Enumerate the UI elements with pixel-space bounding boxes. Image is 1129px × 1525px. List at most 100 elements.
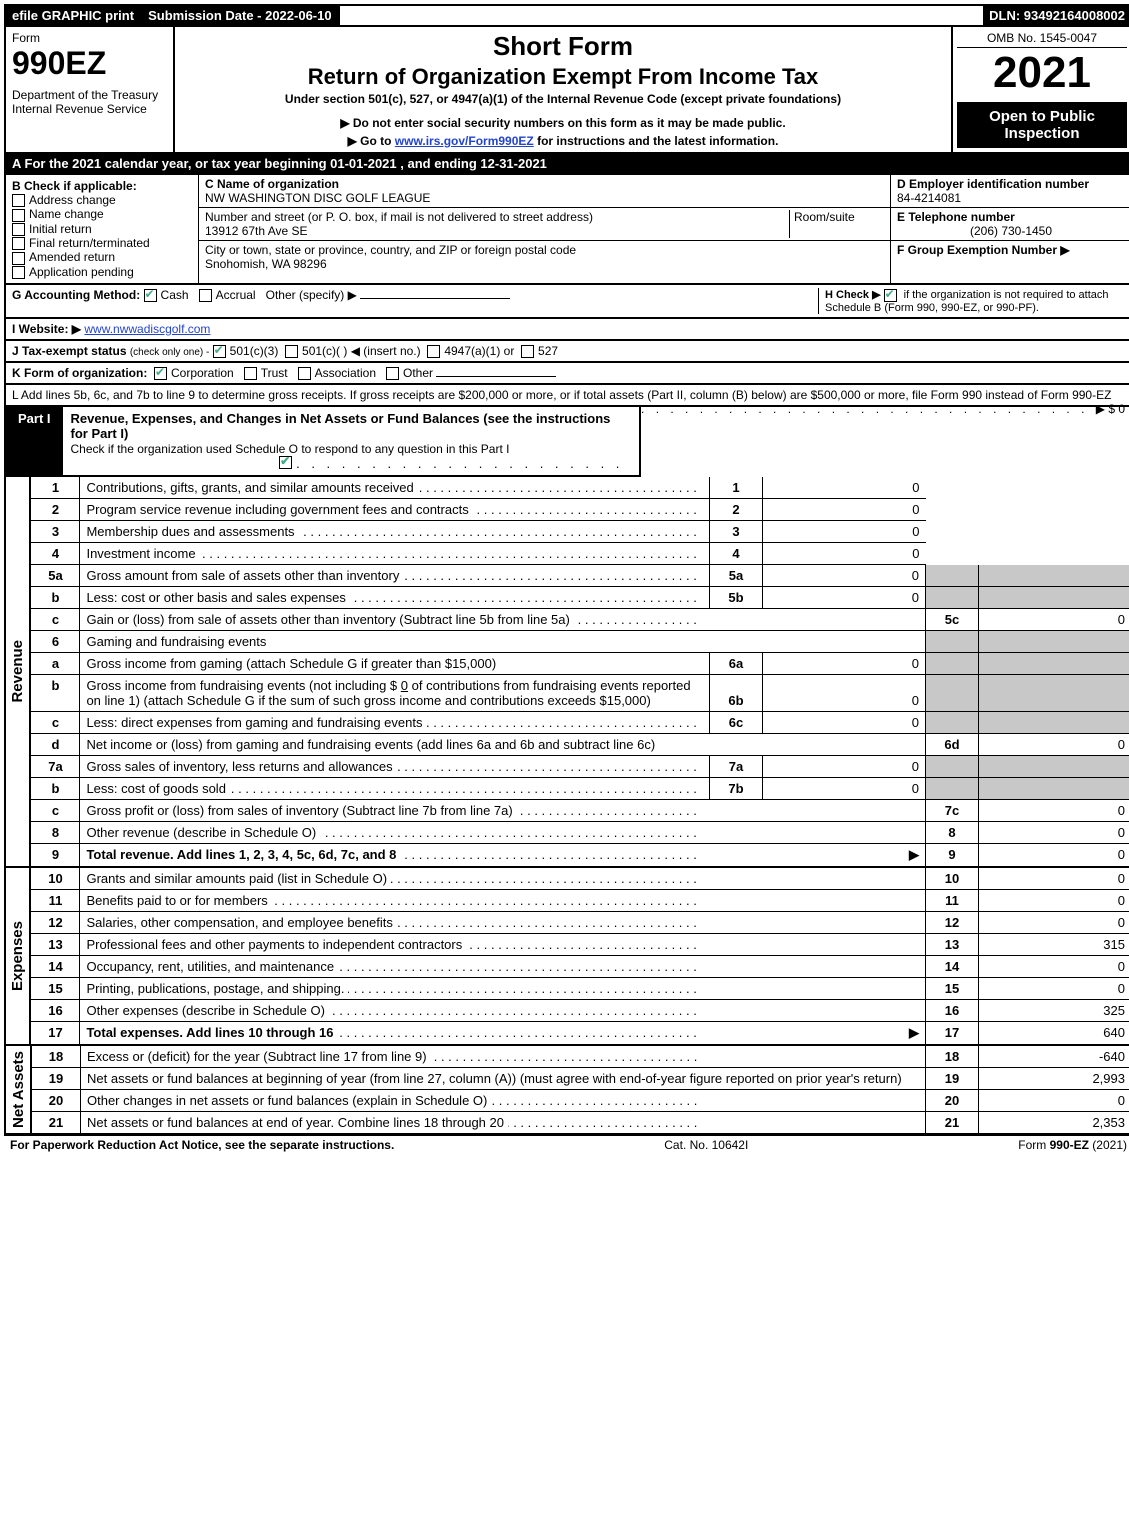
page-footer: For Paperwork Reduction Act Notice, see … bbox=[4, 1135, 1129, 1154]
line-11: 11Benefits paid to or for members110 bbox=[31, 890, 1129, 912]
box-b: B Check if applicable: Address change Na… bbox=[6, 175, 199, 283]
check-other-org[interactable] bbox=[386, 367, 399, 380]
row-gh: G Accounting Method: Cash Accrual Other … bbox=[4, 285, 1129, 319]
part1-tab: Part I bbox=[6, 407, 63, 475]
check-accrual[interactable] bbox=[199, 289, 212, 302]
line-6d: dNet income or (loss) from gaming and fu… bbox=[31, 734, 1129, 756]
check-501c3[interactable] bbox=[213, 345, 226, 358]
line-1: 1Contributions, gifts, grants, and simil… bbox=[31, 477, 1129, 499]
title-short-form: Short Form bbox=[183, 31, 943, 62]
box-b-label: B Check if applicable: bbox=[12, 179, 192, 193]
city: Snohomish, WA 98296 bbox=[205, 257, 884, 271]
line-7b: bLess: cost of goods sold7b0 bbox=[31, 778, 1129, 800]
header-right: OMB No. 1545-0047 2021 Open to Public In… bbox=[951, 27, 1129, 152]
check-schedule-o[interactable] bbox=[279, 456, 292, 469]
footer-mid: Cat. No. 10642I bbox=[664, 1138, 748, 1152]
expenses-section: Expenses 10Grants and similar amounts pa… bbox=[4, 868, 1129, 1046]
revenue-section: Revenue 1Contributions, gifts, grants, a… bbox=[4, 477, 1129, 868]
header-center: Short Form Return of Organization Exempt… bbox=[175, 27, 951, 152]
submission-date: Submission Date - 2022-06-10 bbox=[142, 6, 340, 25]
part1-title: Revenue, Expenses, and Changes in Net As… bbox=[63, 407, 640, 475]
footer-left: For Paperwork Reduction Act Notice, see … bbox=[10, 1138, 394, 1152]
line-10: 10Grants and similar amounts paid (list … bbox=[31, 868, 1129, 890]
row-k: K Form of organization: Corporation Trus… bbox=[4, 363, 1129, 385]
street-label: Number and street (or P. O. box, if mail… bbox=[205, 210, 789, 224]
line-15: 15Printing, publications, postage, and s… bbox=[31, 978, 1129, 1000]
check-amended-return[interactable] bbox=[12, 252, 25, 265]
form-number: 990EZ bbox=[12, 45, 167, 82]
row-i: I Website: ▶ www.nwwadiscgolf.com bbox=[4, 319, 1129, 341]
check-schedule-b[interactable] bbox=[884, 289, 897, 302]
row-l: L Add lines 5b, 6c, and 7b to line 9 to … bbox=[4, 385, 1129, 407]
line-18: 18Excess or (deficit) for the year (Subt… bbox=[32, 1046, 1129, 1068]
org-name-label: C Name of organization bbox=[205, 177, 884, 191]
phone-label: E Telephone number bbox=[897, 210, 1125, 224]
note-goto: ▶ Go to www.irs.gov/Form990EZ for instru… bbox=[183, 134, 943, 148]
check-527[interactable] bbox=[521, 345, 534, 358]
efile-label[interactable]: efile GRAPHIC print bbox=[6, 6, 142, 25]
check-initial-return[interactable] bbox=[12, 223, 25, 236]
irs-link[interactable]: www.irs.gov/Form990EZ bbox=[395, 134, 534, 148]
check-corporation[interactable] bbox=[154, 367, 167, 380]
expenses-table: 10Grants and similar amounts paid (list … bbox=[31, 868, 1129, 1044]
phone: (206) 730-1450 bbox=[897, 224, 1125, 238]
ein: 84-4214081 bbox=[897, 191, 1125, 205]
check-4947[interactable] bbox=[427, 345, 440, 358]
line-14: 14Occupancy, rent, utilities, and mainte… bbox=[31, 956, 1129, 978]
check-application-pending[interactable] bbox=[12, 266, 25, 279]
part1-header: Part I Revenue, Expenses, and Changes in… bbox=[4, 407, 641, 477]
check-501c[interactable] bbox=[285, 345, 298, 358]
netassets-table: 18Excess or (deficit) for the year (Subt… bbox=[32, 1046, 1129, 1133]
check-final-return[interactable] bbox=[12, 237, 25, 250]
subtitle: Under section 501(c), 527, or 4947(a)(1)… bbox=[183, 92, 943, 106]
form-word: Form bbox=[12, 31, 167, 45]
department: Department of the Treasury Internal Reve… bbox=[12, 88, 167, 116]
title-return: Return of Organization Exempt From Incom… bbox=[183, 64, 943, 90]
row-l-value: ▶ $ 0 bbox=[1096, 402, 1125, 416]
city-label: City or town, state or province, country… bbox=[205, 243, 884, 257]
line-17: 17Total expenses. Add lines 10 through 1… bbox=[31, 1022, 1129, 1045]
group-exemption-label: F Group Exemption Number ▶ bbox=[897, 243, 1125, 257]
revenue-table: 1Contributions, gifts, grants, and simil… bbox=[31, 477, 1129, 866]
line-9: 9Total revenue. Add lines 1, 2, 3, 4, 5c… bbox=[31, 844, 1129, 867]
website-link[interactable]: www.nwwadiscgolf.com bbox=[84, 322, 210, 336]
line-5a: 5aGross amount from sale of assets other… bbox=[31, 565, 1129, 587]
line-4: 4Investment income40 bbox=[31, 543, 1129, 565]
tax-year: 2021 bbox=[957, 48, 1127, 98]
revenue-label: Revenue bbox=[6, 477, 31, 866]
line-7c: cGross profit or (loss) from sales of in… bbox=[31, 800, 1129, 822]
form-header: Form 990EZ Department of the Treasury In… bbox=[4, 27, 1129, 154]
box-c: C Name of organization NW WASHINGTON DIS… bbox=[199, 175, 891, 283]
line-13: 13Professional fees and other payments t… bbox=[31, 934, 1129, 956]
line-5c: cGain or (loss) from sale of assets othe… bbox=[31, 609, 1129, 631]
check-association[interactable] bbox=[298, 367, 311, 380]
line-6b: bGross income from fundraising events (n… bbox=[31, 675, 1129, 712]
ein-label: D Employer identification number bbox=[897, 177, 1125, 191]
netassets-label: Net Assets bbox=[6, 1046, 32, 1133]
row-h: H Check ▶ if the organization is not req… bbox=[818, 288, 1125, 314]
omb: OMB No. 1545-0047 bbox=[957, 31, 1127, 48]
open-to-public: Open to Public Inspection bbox=[957, 102, 1127, 148]
line-8: 8Other revenue (describe in Schedule O)8… bbox=[31, 822, 1129, 844]
section-bcdef: B Check if applicable: Address change Na… bbox=[4, 175, 1129, 285]
header-left: Form 990EZ Department of the Treasury In… bbox=[6, 27, 175, 152]
line-16: 16Other expenses (describe in Schedule O… bbox=[31, 1000, 1129, 1022]
check-cash[interactable] bbox=[144, 289, 157, 302]
line-20: 20Other changes in net assets or fund ba… bbox=[32, 1090, 1129, 1112]
row-g: G Accounting Method: Cash Accrual Other … bbox=[12, 288, 818, 314]
line-6: 6Gaming and fundraising events bbox=[31, 631, 1129, 653]
line-2: 2Program service revenue including gover… bbox=[31, 499, 1129, 521]
room-label: Room/suite bbox=[789, 210, 884, 238]
dln: DLN: 93492164008002 bbox=[983, 6, 1129, 25]
row-j: J Tax-exempt status (check only one) - 5… bbox=[4, 341, 1129, 363]
line-6a: aGross income from gaming (attach Schedu… bbox=[31, 653, 1129, 675]
footer-right: Form 990-EZ (2021) bbox=[1018, 1138, 1127, 1152]
check-trust[interactable] bbox=[244, 367, 257, 380]
org-name: NW WASHINGTON DISC GOLF LEAGUE bbox=[205, 191, 884, 205]
check-address-change[interactable] bbox=[12, 194, 25, 207]
box-def: D Employer identification number 84-4214… bbox=[891, 175, 1129, 283]
line-21: 21Net assets or fund balances at end of … bbox=[32, 1112, 1129, 1134]
netassets-section: Net Assets 18Excess or (deficit) for the… bbox=[4, 1046, 1129, 1135]
line-12: 12Salaries, other compensation, and empl… bbox=[31, 912, 1129, 934]
check-name-change[interactable] bbox=[12, 209, 25, 222]
